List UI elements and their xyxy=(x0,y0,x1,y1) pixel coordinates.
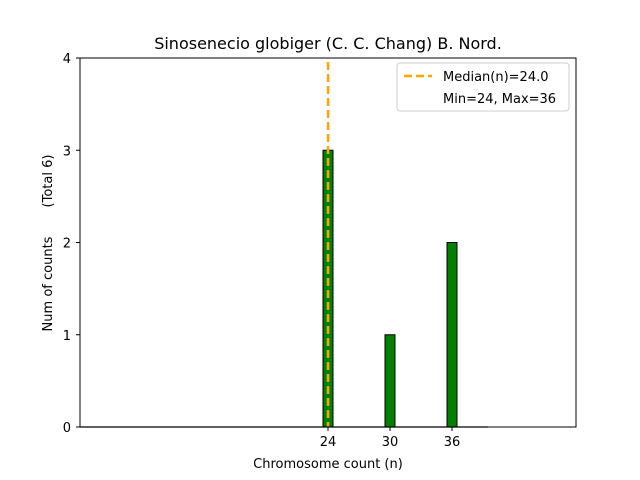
bar-24 xyxy=(322,149,334,428)
y-tick-label: 1 xyxy=(63,329,71,344)
x-tick-label: 36 xyxy=(444,435,461,450)
y-tick-label: 0 xyxy=(63,421,71,436)
x-tick-label: 30 xyxy=(382,435,399,450)
y-axis-label: Num of counts xyxy=(41,236,56,331)
bar-36 xyxy=(446,242,458,428)
y-axis-total-label: (Total 6) xyxy=(41,155,56,208)
legend-entry-range: Min=24, Max=36 xyxy=(443,92,556,107)
x-tick-label: 24 xyxy=(320,435,337,450)
y-axis-ticks: 0 1 2 3 4 xyxy=(63,52,80,436)
x-axis-label: Chromosome count (n) xyxy=(253,457,403,472)
legend-box xyxy=(396,62,570,112)
y-tick-label: 2 xyxy=(63,237,71,252)
x-axis-ticks: 24 30 36 xyxy=(320,427,461,450)
bars xyxy=(322,149,458,428)
legend-entry-median: Median(n)=24.0 xyxy=(443,70,549,85)
bar-30 xyxy=(384,334,396,428)
y-tick-label: 4 xyxy=(63,52,71,67)
legend: Median(n)=24.0 Min=24, Max=36 xyxy=(396,62,570,112)
chart-title: Sinosenecio globiger (C. C. Chang) B. No… xyxy=(154,34,502,53)
y-tick-label: 3 xyxy=(63,144,71,159)
